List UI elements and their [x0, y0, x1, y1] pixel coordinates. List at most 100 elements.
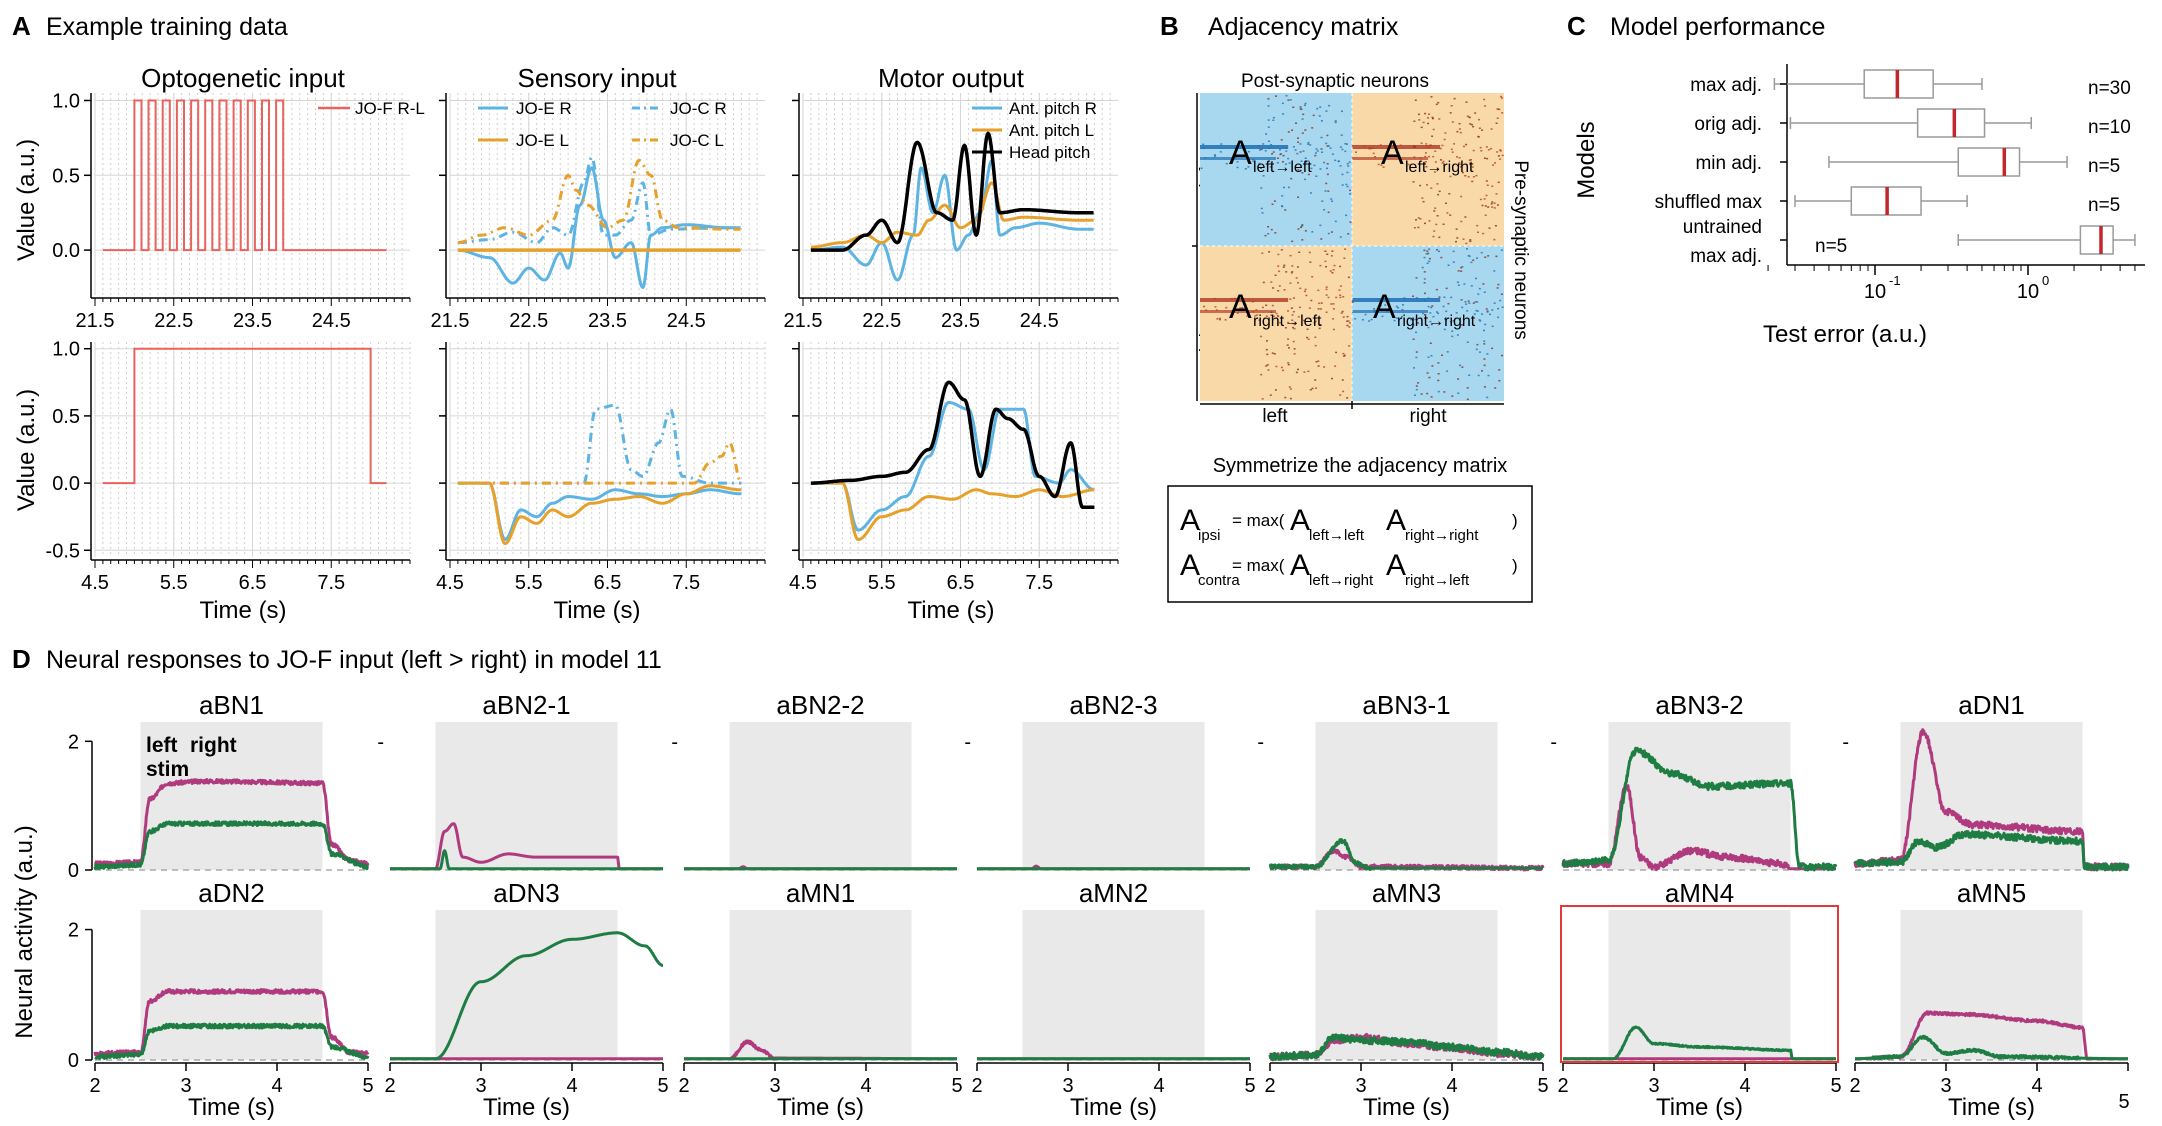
- legend-jo-e-r: JO-E R: [516, 99, 572, 118]
- stim-window: [729, 910, 912, 1060]
- a-ytick: 1.0: [52, 339, 80, 361]
- d-dash-label: -: [1257, 731, 1264, 753]
- a-ytick: 0.0: [52, 473, 80, 495]
- block-label-lr: A left→right: [1381, 134, 1474, 176]
- boxplot: [1767, 69, 2136, 275]
- a-xtick: 4.5: [81, 572, 109, 594]
- left-trace: [1561, 784, 1837, 872]
- pre-synaptic-label: Pre-synaptic neurons: [1510, 160, 1531, 340]
- matrix-entries: [1200, 95, 1504, 401]
- svg-text:A: A: [1386, 504, 1406, 537]
- model-label-max: max adj.: [1690, 75, 1762, 96]
- legend-jo-e-l: JO-E L: [516, 131, 569, 150]
- n-untrained: n=5: [1815, 236, 1847, 257]
- svg-text:10: 10: [2017, 281, 2039, 303]
- a-xtick: 22.5: [862, 310, 901, 332]
- a-xtick: 22.5: [154, 310, 193, 332]
- d-dash-label: -: [671, 731, 678, 753]
- svg-text:left→left: left→left: [1253, 159, 1312, 176]
- block-label-rr: A right→right: [1373, 288, 1476, 330]
- svg-text:A: A: [1290, 549, 1310, 582]
- d-xtick: 4: [271, 1075, 282, 1097]
- d-ytick: 0: [68, 1050, 79, 1072]
- block-left-left: [1200, 93, 1352, 246]
- a-plot-group: 21.5 22.5 23.5 24.5 1.0 0.5 0.0 21.5 22.5 23.5 24.…: [46, 90, 1119, 594]
- right-trace: [94, 1022, 370, 1060]
- panel-c-letter: C: [1567, 11, 1586, 41]
- right-trace: [1269, 838, 1544, 871]
- d-xtick: 5: [1537, 1075, 1548, 1097]
- a-axes-top-0: 21.5 22.5 23.5 24.5 1.0 0.5 0.0: [52, 90, 411, 332]
- a-xtick: 6.5: [947, 572, 975, 594]
- a-xtick: 22.5: [509, 310, 548, 332]
- col-title-motor: Motor output: [878, 63, 1025, 93]
- a-ytick: 0.5: [52, 406, 80, 428]
- neuron-plot-abn2-1: aBN2-1 -: [377, 690, 664, 871]
- a-xtick: 5.5: [160, 572, 188, 594]
- panel-d-title: Neural responses to JO-F input (left > r…: [46, 646, 662, 674]
- a-axes-bottom-2: 4.5 5.5 6.5 7.5: [789, 342, 1119, 594]
- d-dash-label: -: [964, 731, 971, 753]
- adjacency-matrix: [1192, 93, 1504, 409]
- panel-a-letter: A: [12, 11, 31, 41]
- neuron-title: aMN1: [786, 878, 855, 908]
- a-axes-bottom-0: 4.5 5.5 6.5 7.5 1.0 0.5 0.0 -0.5: [46, 339, 411, 594]
- neuron-plot-abn3-1: aBN3-1 -: [1257, 690, 1545, 872]
- d-xlabel: Time (s): [1656, 1094, 1743, 1121]
- neuron-plot-adn1: aDN1 -: [1842, 690, 2130, 872]
- svg-text:right→left: right→left: [1405, 572, 1470, 589]
- d-xtick: 2: [971, 1075, 982, 1097]
- legend-jo-c-r: JO-C R: [670, 99, 727, 118]
- eq-contra: A contra = max( A left→right A right→lef…: [1180, 549, 1518, 589]
- d-xtick: 4: [566, 1075, 577, 1097]
- neuron-title: aDN1: [1958, 690, 2024, 720]
- n-shuffled: n=5: [2088, 195, 2120, 216]
- d-xlabel: Time (s): [777, 1094, 864, 1121]
- model-label-untrained: untrained: [1683, 217, 1762, 238]
- stim-window: [729, 722, 912, 870]
- d-xtick: 3: [180, 1075, 191, 1097]
- neuron-plot-abn3-2: aBN3-2 -: [1550, 690, 1838, 872]
- legend-opto: JO-F R-L: [318, 99, 425, 118]
- neuron-plot-amn1: aMN1 2 3 4 5 Time (s): [678, 878, 962, 1121]
- d-xtick: 3: [1940, 1075, 1951, 1097]
- ant-pitch-r-bottom: [810, 401, 1096, 532]
- ant-pitch-l-bottom: [810, 481, 1096, 541]
- a-xlabel-3: Time (s): [907, 597, 994, 624]
- panel-a: Optogenetic input Sensory input Motor ou…: [13, 63, 1119, 624]
- a-xtick: 24.5: [312, 310, 351, 332]
- jo-c-r-bottom: [457, 403, 743, 485]
- jo-c-l-bottom: [457, 441, 743, 485]
- d-xtick: 2: [1264, 1075, 1275, 1097]
- neuron-plot-abn2-3: aBN2-3 -: [964, 690, 1251, 871]
- svg-text:-1: -1: [1889, 273, 1901, 288]
- svg-text:A: A: [1180, 549, 1200, 582]
- a-xtick: 23.5: [941, 310, 980, 332]
- a-xtick: 21.5: [784, 310, 823, 332]
- matrix-block-entries-2: [1200, 248, 1354, 400]
- svg-text:ipsi: ipsi: [1198, 527, 1221, 544]
- symmetrize-title: Symmetrize the adjacency matrix: [1213, 455, 1508, 477]
- a-bottom-ylabel: Value (a.u.): [13, 389, 40, 511]
- d-xtick: 5: [1830, 1075, 1841, 1097]
- d-xtick: 3: [475, 1075, 486, 1097]
- stim-window: [1608, 722, 1791, 870]
- d-ylabel: Neural activity (a.u.): [11, 825, 38, 1038]
- svg-text:): ): [1512, 556, 1518, 575]
- neuron-title: aBN3-1: [1362, 690, 1450, 720]
- a-xtick: 5.5: [868, 572, 896, 594]
- neuron-title: aBN1: [199, 690, 264, 720]
- c-xlabel: Test error (a.u.): [1763, 321, 1927, 348]
- svg-text:= max(: = max(: [1232, 511, 1285, 530]
- block-label-ll: A left→left: [1229, 134, 1312, 176]
- d-xtick: 2: [384, 1075, 395, 1097]
- stim-window: [435, 910, 618, 1060]
- neuron-title: aMN2: [1079, 878, 1148, 908]
- right-trace: [1854, 1034, 2129, 1061]
- svg-text:right→left: right→left: [1253, 313, 1322, 330]
- a-ytick: -0.5: [46, 540, 80, 562]
- legend-opto-label: JO-F R-L: [355, 99, 425, 118]
- d-xlabel: Time (s): [1070, 1094, 1157, 1121]
- d-dash-label: -: [1550, 731, 1557, 753]
